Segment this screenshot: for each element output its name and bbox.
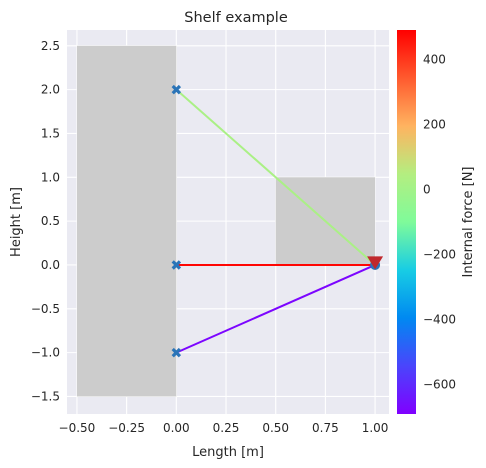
support-x-marker — [171, 260, 182, 270]
colorbar-tick-label: 0 — [423, 182, 431, 196]
colorbar-label: Internal force [N] — [461, 167, 476, 278]
x-stroke — [171, 84, 182, 95]
colorbar — [397, 30, 416, 414]
y-tick-label: 0.5 — [41, 214, 60, 228]
shelf-rect — [76, 45, 177, 397]
colorbar-tick-label: 200 — [423, 117, 446, 131]
x-tick-labels: −0.50 −0.25 0.00 0.25 0.50 0.75 1.00 — [59, 421, 389, 435]
y-axis-label: Height [m] — [9, 187, 24, 257]
truss-member — [175, 88, 376, 266]
y-tick-label: 1.0 — [41, 170, 60, 184]
y-tick-label: −1.5 — [31, 389, 60, 403]
node-markers — [171, 84, 384, 358]
x-tick-label: −0.50 — [59, 421, 96, 435]
y-tick-label: 1.5 — [41, 126, 60, 140]
colorbar-tick-label: 400 — [423, 52, 446, 66]
y-tick-label: 2.0 — [41, 83, 60, 97]
colorbar-tick-label: −600 — [423, 378, 456, 392]
x-tick-label: 0.00 — [163, 421, 190, 435]
x-axis-label: Length [m] — [192, 445, 264, 460]
truss-member — [175, 264, 376, 354]
colorbar-tick-labels: −600 −400 −200 0 200 400 — [423, 52, 456, 391]
y-tick-label: −1.0 — [31, 346, 60, 360]
chart-title: Shelf example — [184, 10, 288, 26]
x-stroke — [171, 347, 182, 358]
x-stroke — [171, 260, 182, 270]
y-tick-label: 0.0 — [41, 258, 60, 272]
support-x-marker — [171, 347, 182, 358]
colorbar-tick-label: −200 — [423, 248, 456, 262]
x-tick-label: 0.75 — [312, 421, 339, 435]
y-tick-labels: −1.5 −1.0 −0.5 0.0 0.5 1.0 1.5 2.0 2.5 — [31, 39, 60, 404]
truss-members — [175, 88, 376, 354]
y-tick-label: 2.5 — [41, 39, 60, 53]
x-tick-label: 1.00 — [362, 421, 389, 435]
support-x-marker — [171, 84, 182, 95]
x-tick-label: 0.25 — [213, 421, 240, 435]
y-tick-label: −0.5 — [31, 302, 60, 316]
load-marker — [367, 256, 384, 270]
colorbar-tick-label: −400 — [423, 313, 456, 327]
shelf-regions — [76, 45, 376, 397]
x-tick-label: 0.50 — [262, 421, 289, 435]
x-tick-label: −0.25 — [108, 421, 145, 435]
